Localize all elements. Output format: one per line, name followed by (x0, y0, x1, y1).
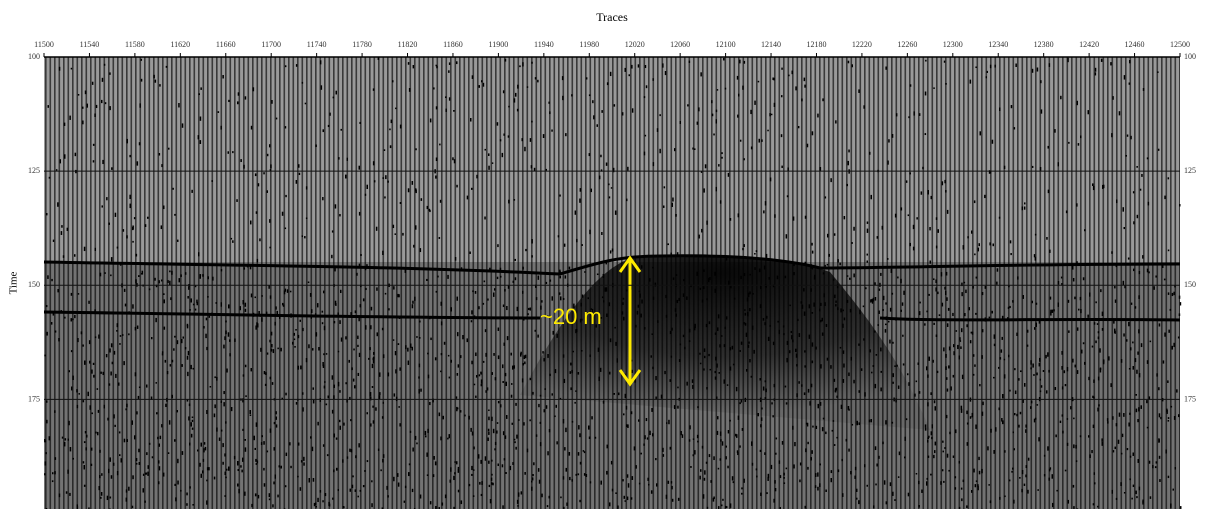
plot-area (43, 57, 1182, 509)
x-tick-label: 12420 (1079, 40, 1099, 49)
x-tick-label: 12460 (1125, 40, 1145, 49)
x-tick-label: 12300 (943, 40, 963, 49)
x-tick-label: 11580 (125, 40, 145, 49)
x-tick-label: 12500 (1170, 40, 1190, 49)
mound-feature (520, 255, 930, 430)
x-tick-label: 12340 (988, 40, 1008, 49)
x-tick-label: 12020 (625, 40, 645, 49)
x-tick-label: 11940 (534, 40, 554, 49)
x-tick-label: 12060 (670, 40, 690, 49)
x-tick-label: 12100 (716, 40, 736, 49)
x-tick-label: 11740 (307, 40, 327, 49)
y-tick-label: 125 (28, 166, 40, 175)
x-tick-label: 11900 (489, 40, 509, 49)
x-tick-label: 12220 (852, 40, 872, 49)
x-tick-label: 11500 (34, 40, 54, 49)
x-tick-label: 12180 (806, 40, 826, 49)
x-tick-label: 11700 (261, 40, 281, 49)
y-tick-label-right: 150 (1184, 280, 1196, 289)
noise (44, 57, 1182, 509)
y-axis-title: Time (8, 271, 20, 294)
y-tick-label-right: 100 (1184, 52, 1196, 61)
x-tick-label: 11620 (170, 40, 190, 49)
arrow-heads (618, 255, 642, 387)
y-tick-label-right: 175 (1184, 394, 1196, 403)
x-tick-label: 11820 (398, 40, 418, 49)
x-tick-label: 11540 (80, 40, 100, 49)
y-tick-label: 100 (28, 52, 40, 61)
x-tick-label: 11780 (352, 40, 372, 49)
annotation: ~20 m (540, 304, 602, 329)
y-tick-label: 175 (28, 394, 40, 403)
chart-title: Traces (596, 10, 628, 24)
y-tick-label: 150 (28, 280, 40, 289)
x-tick-label: 11860 (443, 40, 463, 49)
x-tick-label: 12380 (1034, 40, 1054, 49)
x-tick-label: 11660 (216, 40, 236, 49)
x-tick-label: 11980 (579, 40, 599, 49)
y-tick-label-right: 125 (1184, 166, 1196, 175)
x-tick-label: 12140 (761, 40, 781, 49)
x-tick-label: 12260 (897, 40, 917, 49)
